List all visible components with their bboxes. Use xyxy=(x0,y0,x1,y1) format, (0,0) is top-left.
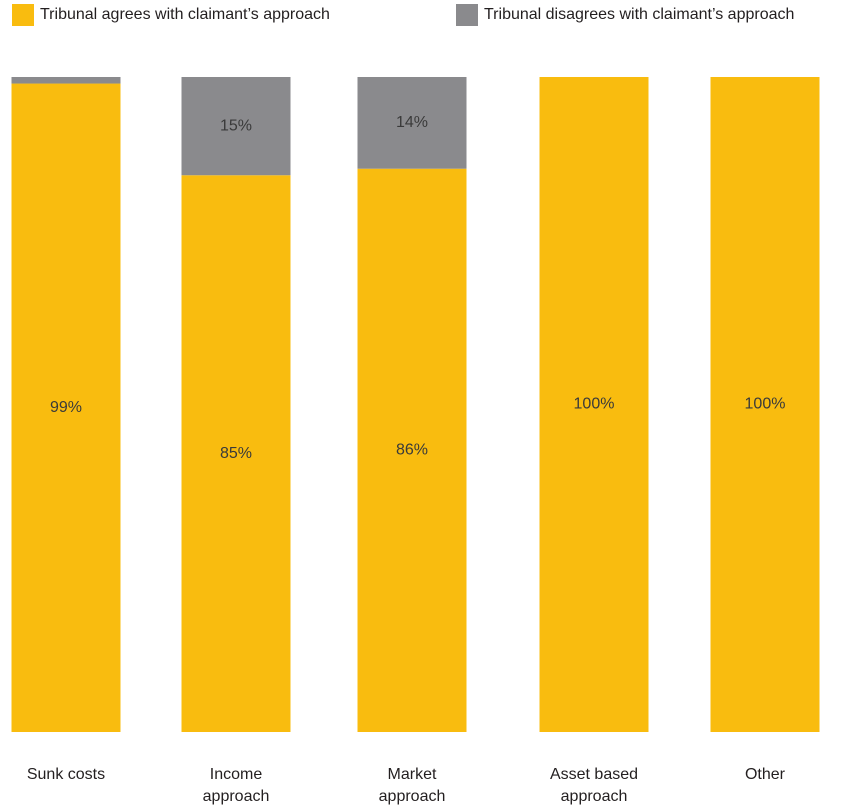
category-label-other: Other xyxy=(745,766,786,783)
data-label-sunk-costs-agree: 99% xyxy=(50,399,82,416)
data-label-market-approach-agree: 86% xyxy=(396,442,428,459)
legend: Tribunal agrees with claimant’s approach… xyxy=(0,4,846,32)
bar-market-approach-disagree xyxy=(357,77,467,169)
bar-other-agree xyxy=(710,77,820,732)
legend-swatch-agree xyxy=(12,4,34,26)
category-label-income-approach: Income approach xyxy=(203,766,270,805)
category-label-asset-based-approach: Asset based approach xyxy=(550,766,638,805)
legend-swatch-disagree xyxy=(456,4,478,26)
bar-sunk-costs-disagree xyxy=(11,77,121,84)
legend-item-agree: Tribunal agrees with claimant’s approach xyxy=(12,4,330,26)
bar-income-approach-disagree xyxy=(181,77,291,176)
bar-market-approach-agree xyxy=(357,168,467,732)
legend-label-disagree: Tribunal disagrees with claimant’s appro… xyxy=(484,6,795,23)
legend-item-disagree: Tribunal disagrees with claimant’s appro… xyxy=(456,4,794,26)
data-label-income-approach-disagree: 15% xyxy=(220,117,252,134)
category-label-market-approach: Market approach xyxy=(379,766,446,805)
bar-income-approach-agree xyxy=(181,175,291,732)
category-label-sunk-costs: Sunk costs xyxy=(27,766,105,783)
data-label-asset-based-approach-agree: 100% xyxy=(574,396,615,413)
bar-asset-based-approach-agree xyxy=(539,77,649,732)
data-label-income-approach-agree: 85% xyxy=(220,445,252,462)
bar-sunk-costs-agree xyxy=(11,83,121,733)
data-label-market-approach-disagree: 14% xyxy=(396,114,428,131)
legend-label-agree: Tribunal agrees with claimant’s approach xyxy=(40,6,330,23)
data-label-other-agree: 100% xyxy=(745,396,786,413)
